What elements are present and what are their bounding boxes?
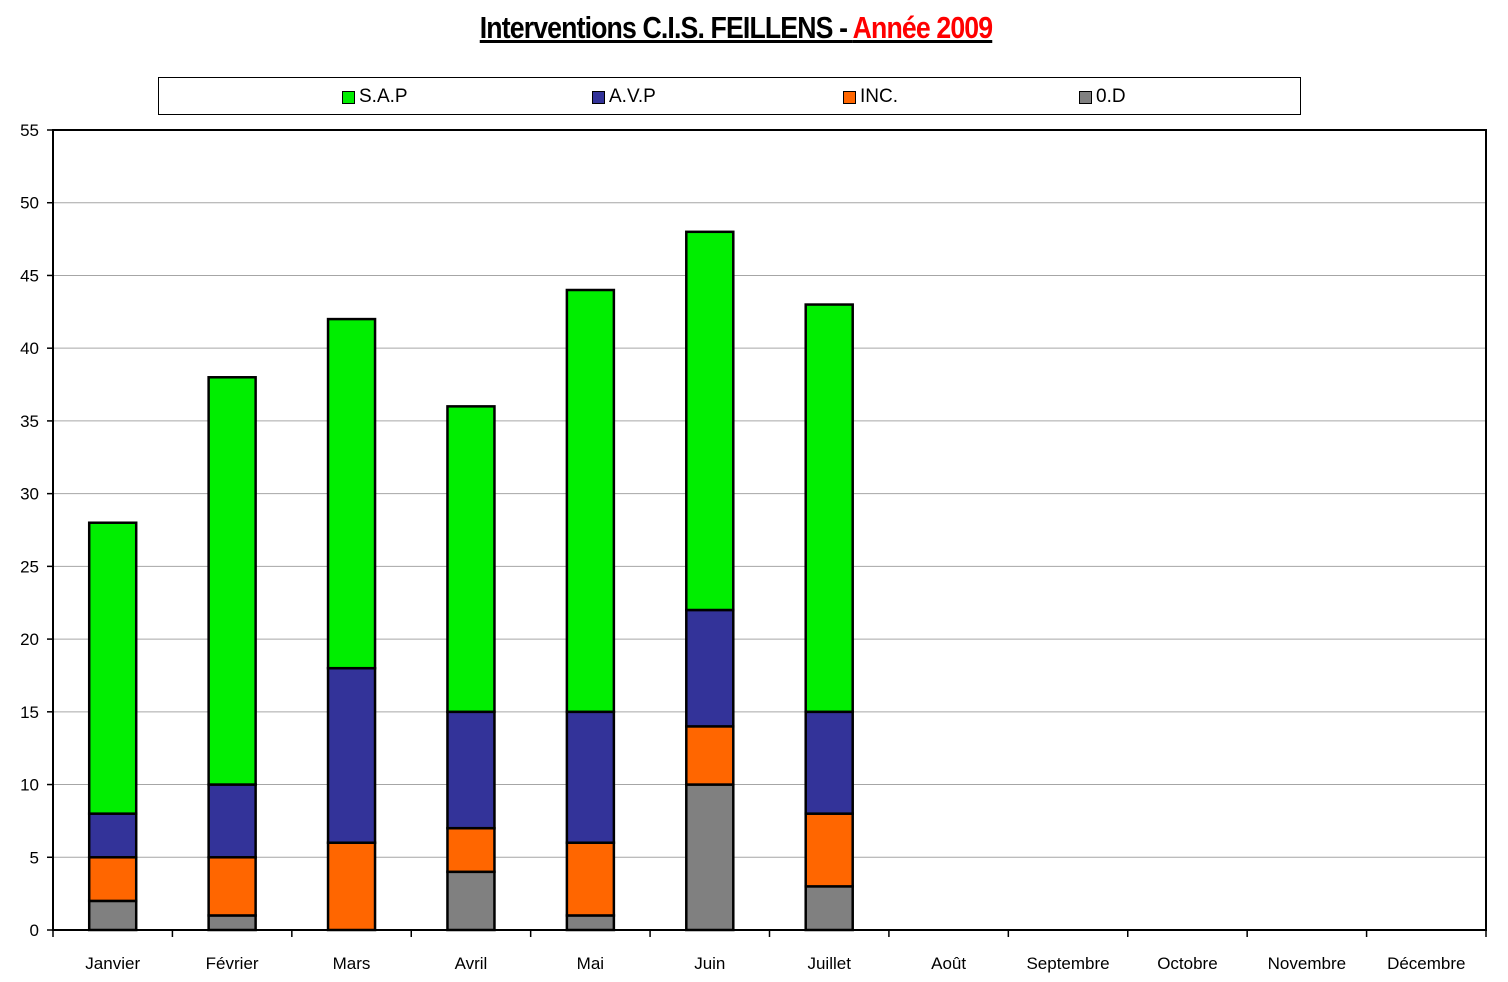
bar-segment: [446, 405, 496, 714]
bar-segment: [446, 826, 496, 874]
bar-segment: [685, 230, 735, 612]
x-tick-label: Juin: [694, 954, 725, 973]
y-tick-label: 55: [20, 121, 39, 140]
x-tick-label: Novembre: [1268, 954, 1346, 973]
x-tick-label: Octobre: [1157, 954, 1217, 973]
chart-title-main: Interventions C.I.S. FEILLENS -: [479, 10, 853, 45]
x-tick-label: Avril: [455, 954, 488, 973]
y-tick-label: 5: [30, 848, 39, 867]
legend-item: INC.: [843, 86, 898, 107]
y-tick-label: 0: [30, 921, 39, 940]
x-tick-label: Janvier: [85, 954, 140, 973]
legend-item: S.A.P: [342, 86, 408, 107]
bar-segment: [87, 899, 138, 932]
bar-segment: [685, 608, 735, 728]
bar-segment: [804, 885, 854, 932]
legend-swatch: [342, 90, 355, 104]
legend-label: S.A.P: [359, 86, 408, 107]
bar-segment: [326, 317, 377, 670]
bar-segment: [565, 914, 616, 932]
y-tick-label: 20: [20, 630, 39, 649]
legend-item: 0.D: [1079, 86, 1126, 107]
legend-label: 0.D: [1096, 86, 1126, 107]
bar-segment: [87, 521, 138, 815]
bar-segment: [446, 870, 496, 932]
x-tick-label: Mars: [333, 954, 371, 973]
legend-label: A.V.P: [609, 86, 656, 107]
y-tick-label: 45: [20, 266, 39, 285]
bar-segment: [565, 710, 616, 844]
bar-segment: [565, 288, 616, 714]
bar-segment: [804, 303, 854, 714]
bar-segment: [207, 376, 257, 786]
legend-label: INC.: [860, 86, 898, 107]
y-tick-label: 30: [20, 485, 39, 504]
x-tick-label: Décembre: [1387, 954, 1465, 973]
x-tick-label: Septembre: [1026, 954, 1109, 973]
y-tick-label: 40: [20, 339, 39, 358]
plot-area: [53, 130, 1486, 930]
chart-title: Interventions C.I.S. FEILLENS - Année 20…: [103, 10, 1369, 46]
x-tick-label: Février: [206, 954, 259, 973]
bar-segment: [207, 856, 257, 917]
bar-segment: [87, 812, 138, 859]
x-tick-label: Août: [931, 954, 966, 973]
bar-segment: [446, 710, 496, 830]
legend-swatch: [1079, 90, 1092, 104]
x-tick-label: Mai: [577, 954, 604, 973]
bar-segment: [326, 666, 377, 844]
y-tick-label: 50: [20, 194, 39, 213]
bar-segment: [565, 841, 616, 917]
bar-segment: [207, 914, 257, 932]
bar-segment: [87, 856, 138, 903]
bar-segment: [804, 710, 854, 815]
x-tick-label: Juillet: [807, 954, 851, 973]
bar-segment: [685, 725, 735, 786]
bar-segment: [207, 783, 257, 859]
y-tick-label: 25: [20, 557, 39, 576]
legend-swatch: [843, 90, 856, 104]
bar-segment: [326, 841, 377, 932]
legend-item: A.V.P: [592, 86, 656, 107]
y-tick-label: 35: [20, 412, 39, 431]
legend: S.A.P A.V.P INC. 0.D: [158, 77, 1301, 115]
bar-segment: [685, 783, 735, 932]
chart-title-year: Année 2009: [852, 10, 993, 45]
bar-segment: [804, 812, 854, 888]
legend-swatch: [592, 90, 605, 104]
y-tick-label: 15: [20, 703, 39, 722]
y-tick-label: 10: [20, 776, 39, 795]
